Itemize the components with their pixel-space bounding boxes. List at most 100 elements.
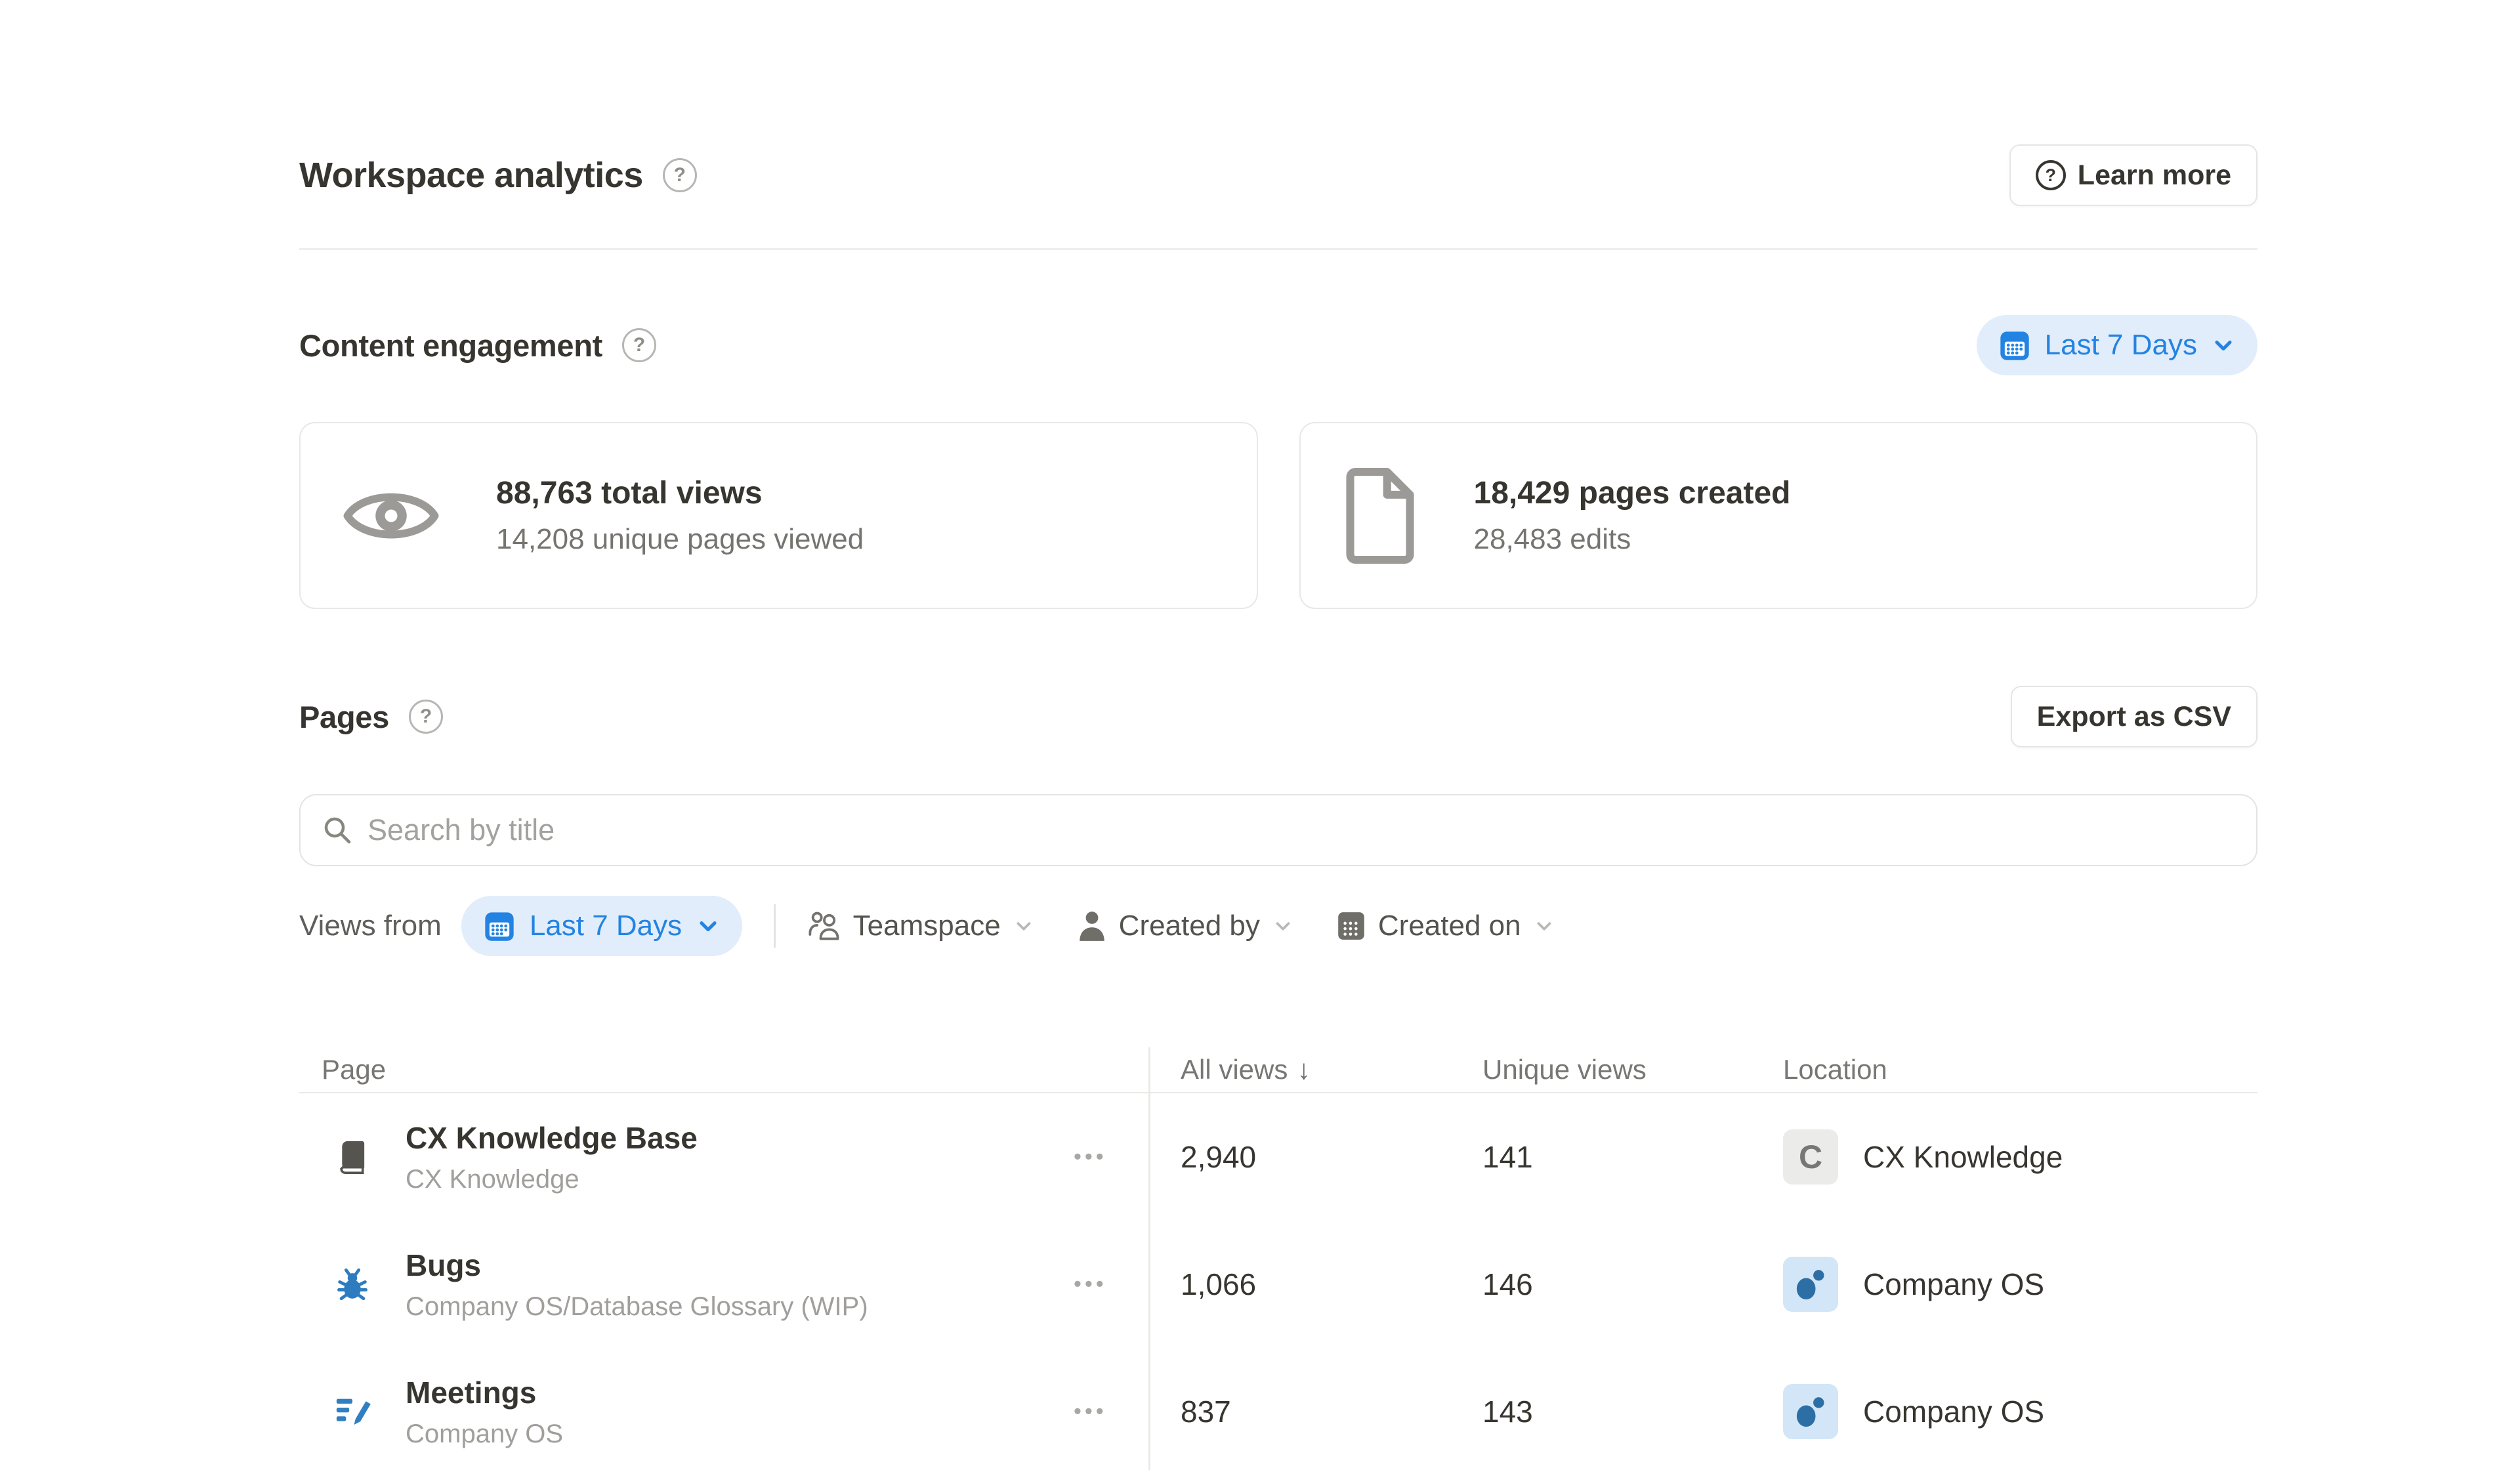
location-workspace-logo-badge (1783, 1257, 1838, 1312)
calendar-icon (485, 912, 514, 941)
content-engagement-header: Content engagement ? Last 7 Days (299, 315, 2258, 375)
location-letter-badge: C (1783, 1129, 1838, 1185)
calendar-filled-icon (1338, 912, 1364, 940)
export-csv-label: Export as CSV (2036, 700, 2231, 732)
table-row[interactable]: Bugs Company OS/Database Glossary (WIP) … (299, 1221, 2258, 1348)
teamspace-people-icon (808, 912, 839, 940)
chevron-down-icon (1537, 922, 1551, 931)
help-icon[interactable]: ? (622, 328, 657, 362)
location-cell: Company OS (1751, 1384, 2258, 1439)
edits-value: 28,483 edits (1473, 523, 1631, 555)
page-cell: Meetings Company OS ••• (299, 1348, 1148, 1470)
row-menu-button[interactable]: ••• (1074, 1398, 1107, 1424)
help-circle-icon: ? (2035, 160, 2066, 190)
date-range-label: Last 7 Days (529, 910, 682, 942)
help-glyph: ? (419, 705, 432, 727)
chevron-down-icon (700, 921, 717, 932)
unique-pages-viewed-value: 14,208 unique pages viewed (496, 523, 864, 555)
page-header: Workspace analytics ? ? Learn more (299, 144, 2258, 207)
eye-icon (343, 493, 439, 538)
content-engagement-title-wrap: Content engagement ? (299, 327, 657, 364)
company-os-logo-icon (1796, 1397, 1824, 1427)
calendar-icon (2000, 331, 2029, 360)
created-on-filter-dropdown[interactable]: Created on (1336, 910, 1555, 942)
section-divider (299, 248, 2258, 250)
all-views-label: All views (1181, 1054, 1288, 1085)
row-menu-button[interactable]: ••• (1074, 1144, 1107, 1169)
page-cell: CX Knowledge Base CX Knowledge ••• (299, 1093, 1148, 1221)
pages-created-card: 18,429 pages created 28,483 edits (1299, 422, 2258, 609)
filters-row: Views from Last 7 Days (299, 896, 2258, 956)
page-title-wrap: Workspace analytics ? (299, 155, 697, 196)
column-header-location[interactable]: Location (1751, 1054, 2258, 1085)
bug-icon (337, 1268, 368, 1301)
page-cell: Bugs Company OS/Database Glossary (WIP) … (299, 1221, 1148, 1348)
export-csv-button[interactable]: Export as CSV (2010, 686, 2258, 747)
column-header-unique-views[interactable]: Unique views (1450, 1054, 1751, 1085)
column-header-all-views[interactable]: All views ↓ (1148, 1054, 1450, 1085)
created-by-label: Created by (1118, 910, 1260, 942)
help-glyph: ? (633, 334, 646, 356)
engagement-date-range-dropdown[interactable]: Last 7 Days (1976, 315, 2258, 375)
pages-section-header: Pages ? Export as CSV (299, 685, 2258, 748)
views-from-label: Views from (299, 910, 442, 942)
filter-separator (774, 904, 776, 948)
location-name: CX Knowledge (1863, 1140, 2063, 1174)
learn-more-button[interactable]: ? Learn more (2009, 144, 2258, 206)
teamspace-label: Teamspace (852, 910, 1001, 942)
unique-views-cell: 143 (1482, 1395, 1533, 1429)
help-icon[interactable]: ? (662, 158, 697, 192)
teamspace-filter-dropdown[interactable]: Teamspace (807, 909, 1035, 943)
created-by-filter-dropdown[interactable]: Created by (1077, 910, 1294, 942)
unique-views-cell: 146 (1482, 1267, 1533, 1301)
help-icon[interactable]: ? (408, 700, 443, 734)
sort-descending-icon: ↓ (1297, 1054, 1311, 1085)
location-name: Company OS (1863, 1267, 2045, 1301)
chevron-down-icon (1276, 922, 1290, 931)
total-views-value: 88,763 total views (496, 476, 763, 511)
location-workspace-logo-badge (1783, 1384, 1838, 1439)
page-subtitle-cell: CX Knowledge (406, 1164, 579, 1194)
all-views-cell: 1,066 (1181, 1267, 1257, 1301)
stat-text: 18,429 pages created 28,483 edits (1474, 475, 1791, 556)
table-row[interactable]: CX Knowledge Base CX Knowledge ••• 2,940… (299, 1093, 2258, 1221)
pages-table: Page All views ↓ Unique views Location (299, 1047, 2258, 1470)
person-icon (1079, 912, 1104, 941)
page-text: Bugs Company OS/Database Glossary (WIP) (406, 1248, 868, 1322)
column-header-page[interactable]: Page (322, 1054, 387, 1085)
page-title-cell: CX Knowledge Base (406, 1120, 698, 1155)
views-date-range-dropdown[interactable]: Last 7 Days (461, 896, 743, 956)
page-text: Meetings Company OS (406, 1375, 563, 1449)
page-title-cell: Meetings (406, 1375, 537, 1410)
help-glyph: ? (673, 164, 686, 186)
pages-title: Pages (299, 699, 389, 734)
learn-more-label: Learn more (2077, 159, 2231, 191)
document-icon (1345, 467, 1414, 564)
location-label: Location (1783, 1054, 1887, 1085)
content-area: Workspace analytics ? ? Learn more Conte… (299, 0, 2258, 1470)
chevron-down-icon (2215, 341, 2232, 351)
page-subtitle-cell: Company OS/Database Glossary (WIP) (406, 1292, 868, 1321)
table-row[interactable]: Meetings Company OS ••• 837 143 Company … (299, 1348, 2258, 1470)
total-views-card: 88,763 total views 14,208 unique pages v… (299, 422, 1258, 609)
table-header-row: Page All views ↓ Unique views Location (299, 1047, 2258, 1093)
meetings-list-pencil-icon (336, 1398, 371, 1425)
location-cell: C CX Knowledge (1751, 1129, 2258, 1185)
book-icon (340, 1141, 365, 1174)
row-menu-button[interactable]: ••• (1074, 1271, 1107, 1297)
page-title: Workspace analytics (299, 156, 643, 195)
all-views-cell: 837 (1181, 1395, 1231, 1429)
unique-views-label: Unique views (1482, 1054, 1647, 1085)
page-subtitle-cell: Company OS (406, 1419, 564, 1448)
all-views-cell: 2,940 (1181, 1140, 1257, 1174)
stat-text: 88,763 total views 14,208 unique pages v… (496, 475, 864, 556)
search-bar (299, 794, 2258, 866)
page-title-cell: Bugs (406, 1248, 481, 1282)
location-name: Company OS (1863, 1395, 2045, 1429)
search-icon (324, 817, 351, 844)
content-engagement-title: Content engagement (299, 327, 603, 363)
pages-title-wrap: Pages ? (299, 699, 443, 735)
page-text: CX Knowledge Base CX Knowledge (406, 1120, 698, 1194)
search-input[interactable] (368, 813, 2235, 847)
